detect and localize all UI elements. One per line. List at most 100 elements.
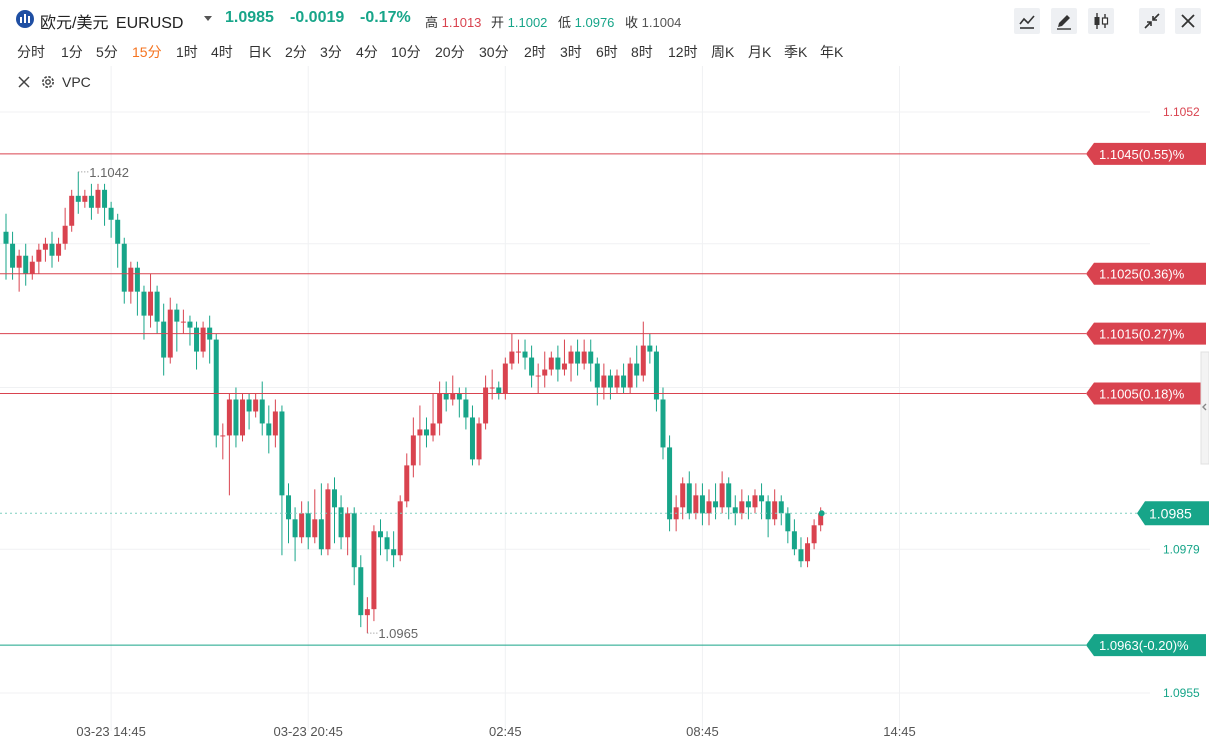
candle-body[interactable] [686,483,692,514]
candle-body[interactable] [410,435,416,466]
candle-body[interactable] [555,357,561,370]
candle-body[interactable] [213,339,219,436]
candle-body[interactable] [56,243,62,256]
candle-body[interactable] [332,489,337,508]
candle-body[interactable] [561,363,567,370]
candle-body[interactable] [653,351,659,400]
chevron-left-icon[interactable] [1202,403,1207,411]
candle-body[interactable] [141,291,147,316]
scrollbar[interactable] [1200,351,1209,465]
candle-body[interactable] [292,519,298,538]
candle-body[interactable] [115,219,121,244]
candle-body[interactable] [108,207,114,220]
candle-body[interactable] [752,495,758,508]
candle-body[interactable] [568,351,574,364]
price-line-tag[interactable] [1086,322,1206,345]
candle-body[interactable] [765,501,771,520]
candle-body[interactable] [647,345,653,352]
candle-body[interactable] [634,363,640,376]
candle-body[interactable] [279,411,285,496]
candle-body[interactable] [515,351,521,353]
candle-body[interactable] [581,351,587,364]
candle-body[interactable] [811,525,817,544]
period-tab[interactable]: 季K [784,44,808,60]
candle-body[interactable] [601,375,607,388]
candle-body[interactable] [62,225,68,244]
candle-body[interactable] [371,531,377,610]
candle-body[interactable] [430,423,436,436]
draw-tool-button[interactable] [1051,8,1077,34]
candle-body[interactable] [377,531,383,538]
candle-body[interactable] [128,267,134,292]
candle-body[interactable] [791,531,797,550]
candle-body[interactable] [476,423,482,460]
candle-body[interactable] [391,549,397,556]
price-line-tag[interactable] [1086,634,1206,657]
candle-body[interactable] [739,501,745,514]
candle-body[interactable] [200,327,206,352]
period-tab-active[interactable]: 15分 [132,44,162,60]
period-tab[interactable]: 周K [711,44,735,60]
candle-body[interactable] [3,231,9,244]
candle-body[interactable] [318,519,324,550]
candle-body[interactable] [667,447,673,520]
candle-body[interactable] [220,435,226,437]
candle-body[interactable] [522,351,528,358]
close-icon[interactable] [18,76,30,88]
period-tab[interactable]: 20分 [435,44,465,60]
candle-body[interactable] [154,291,160,322]
candle-body[interactable] [745,501,751,508]
close-button[interactable] [1175,8,1201,34]
period-tab[interactable]: 日K [248,44,272,60]
candle-body[interactable] [10,243,16,268]
gear-icon[interactable] [40,74,56,90]
candle-body[interactable] [627,363,633,388]
period-tab[interactable]: 30分 [479,44,509,60]
period-tab[interactable]: 4时 [211,44,233,60]
candle-body[interactable] [246,399,252,412]
candle-body[interactable] [818,513,824,526]
candle-body[interactable] [180,321,186,323]
candle-body[interactable] [443,393,449,400]
price-line-tag[interactable] [1086,142,1206,165]
period-tab[interactable]: 3时 [560,44,582,60]
period-tab[interactable]: 1时 [176,44,198,60]
candle-body[interactable] [299,513,305,538]
candle-body[interactable] [437,393,443,424]
candle-body[interactable] [384,537,390,550]
candle-body[interactable] [259,399,265,424]
candle-body[interactable] [542,369,548,376]
candle-body[interactable] [88,195,94,208]
period-tab[interactable]: 月K [748,44,772,60]
candle-body[interactable] [345,513,351,538]
candle-body[interactable] [489,387,495,389]
candle-body[interactable] [36,249,42,262]
candle-body[interactable] [82,195,88,202]
candle-body[interactable] [621,375,627,388]
candle-body[interactable] [778,501,784,514]
candle-body[interactable] [450,393,456,400]
candle-body[interactable] [69,195,75,226]
candle-body[interactable] [121,243,127,292]
period-tab[interactable]: 1分 [61,44,83,60]
candle-body[interactable] [102,189,108,208]
candle-body[interactable] [469,417,475,460]
candle-body[interactable] [463,399,469,418]
candle-body[interactable] [49,243,55,256]
period-tab[interactable]: 2分 [285,44,307,60]
candle-body[interactable] [148,291,154,316]
candle-body[interactable] [95,189,101,208]
candle-body[interactable] [417,429,423,436]
candle-body[interactable] [338,507,344,538]
candle-body[interactable] [713,501,719,508]
candle-body[interactable] [594,363,600,388]
candle-body[interactable] [496,387,502,394]
period-tab[interactable]: 8时 [631,44,653,60]
candle-body[interactable] [194,327,200,352]
candle-body[interactable] [351,513,357,568]
candle-body[interactable] [785,513,791,532]
candle-body[interactable] [772,501,778,520]
candle-body[interactable] [607,375,613,388]
candle-body[interactable] [588,351,594,364]
period-tab[interactable]: 4分 [356,44,378,60]
